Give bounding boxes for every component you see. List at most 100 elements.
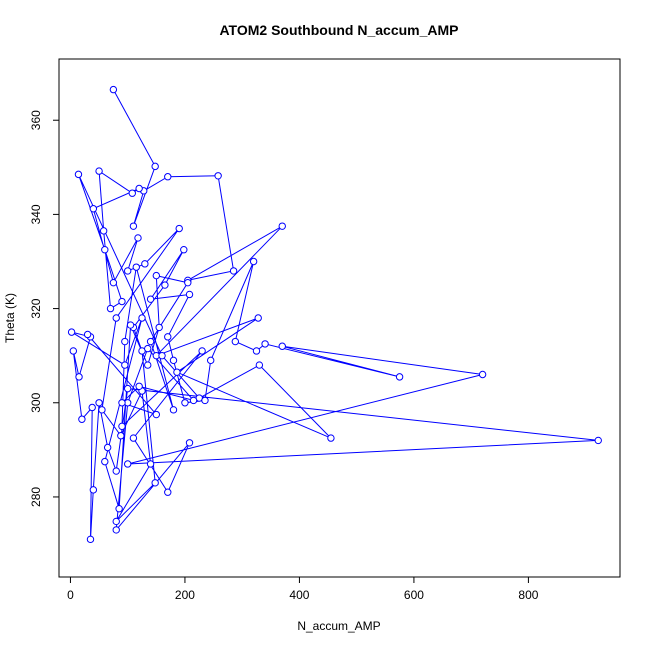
y-tick-label: 320	[29, 298, 43, 318]
data-point	[69, 347, 78, 355]
data-point	[278, 342, 286, 350]
x-tick-label: 400	[289, 588, 309, 602]
data-point	[206, 356, 215, 365]
data-point	[123, 267, 132, 275]
x-tick-label: 0	[67, 588, 74, 602]
series-points	[67, 85, 602, 544]
data-point	[89, 205, 98, 213]
data-point	[144, 344, 152, 353]
data-point	[135, 382, 143, 390]
data-point	[118, 297, 126, 306]
data-point	[152, 410, 161, 419]
data-point	[249, 257, 258, 266]
data-point	[169, 356, 178, 365]
data-point	[161, 281, 169, 289]
y-tick-label: 360	[29, 110, 43, 130]
data-point	[74, 170, 83, 179]
data-point	[117, 432, 125, 440]
y-tick-label: 280	[29, 487, 43, 507]
y-axis: 280 300 320 340 360	[29, 110, 59, 507]
chart-title: ATOM2 Southbound N_accum_AMP	[219, 22, 458, 38]
data-point	[254, 314, 262, 322]
data-point	[112, 526, 120, 534]
data-point	[146, 295, 155, 303]
data-point	[129, 222, 138, 230]
data-point	[395, 373, 404, 381]
x-axis-label: N_accum_AMP	[297, 619, 380, 633]
data-point	[123, 384, 132, 393]
data-point	[198, 347, 206, 355]
y-tick-label: 300	[29, 392, 43, 412]
data-point	[109, 85, 118, 94]
data-point	[185, 439, 194, 447]
data-point	[594, 436, 602, 445]
data-point	[478, 370, 487, 379]
data-point	[112, 517, 120, 526]
data-point	[184, 278, 192, 287]
data-point	[231, 337, 240, 346]
data-point	[180, 246, 188, 254]
data-point	[164, 488, 172, 496]
data-point	[173, 368, 181, 376]
data-point	[86, 535, 95, 544]
data-point	[132, 263, 140, 271]
data-point	[181, 399, 189, 407]
data-point	[252, 347, 261, 355]
data-point	[103, 443, 112, 452]
data-point	[115, 505, 123, 513]
data-point	[141, 260, 149, 268]
data-point	[175, 224, 183, 233]
data-point	[101, 246, 109, 254]
data-point	[214, 172, 222, 180]
data-point	[146, 460, 155, 468]
data-point	[89, 486, 98, 494]
data-point	[138, 314, 146, 322]
data-point	[112, 467, 120, 475]
data-point	[101, 457, 109, 466]
y-axis-label: Theta (K)	[3, 293, 17, 343]
data-point	[118, 422, 126, 431]
data-point	[98, 406, 106, 414]
data-point	[146, 337, 155, 346]
data-point	[151, 162, 159, 171]
data-point	[164, 333, 172, 341]
x-tick-label: 600	[404, 588, 424, 602]
data-point	[88, 403, 96, 412]
data-point	[134, 234, 142, 242]
data-point	[99, 227, 108, 235]
data-point	[155, 323, 163, 332]
data-point	[126, 321, 135, 329]
data-point	[121, 361, 129, 369]
plot-frame	[58, 58, 621, 578]
data-point	[255, 361, 264, 369]
data-point	[158, 351, 166, 360]
data-point	[152, 271, 161, 280]
data-point	[189, 396, 198, 405]
data-point	[164, 173, 172, 181]
y-tick-label: 340	[29, 204, 43, 224]
x-tick-label: 800	[518, 588, 538, 602]
data-point	[151, 479, 159, 487]
data-point	[118, 399, 126, 407]
data-point	[261, 340, 269, 348]
data-point	[128, 189, 136, 197]
x-axis: 0 200 400 600 800	[67, 577, 539, 602]
data-point	[95, 167, 103, 175]
data-point	[106, 304, 115, 313]
data-point	[83, 330, 92, 339]
data-point	[278, 222, 286, 230]
data-point	[201, 396, 209, 405]
data-point	[112, 314, 120, 322]
data-point	[129, 434, 138, 442]
data-point	[121, 337, 129, 346]
data-point	[109, 278, 118, 287]
data-point	[78, 415, 86, 423]
data-point	[135, 184, 143, 193]
data-point	[229, 267, 238, 275]
data-point	[185, 290, 194, 299]
data-point	[95, 399, 103, 407]
data-point	[144, 361, 152, 369]
data-point	[67, 328, 76, 336]
